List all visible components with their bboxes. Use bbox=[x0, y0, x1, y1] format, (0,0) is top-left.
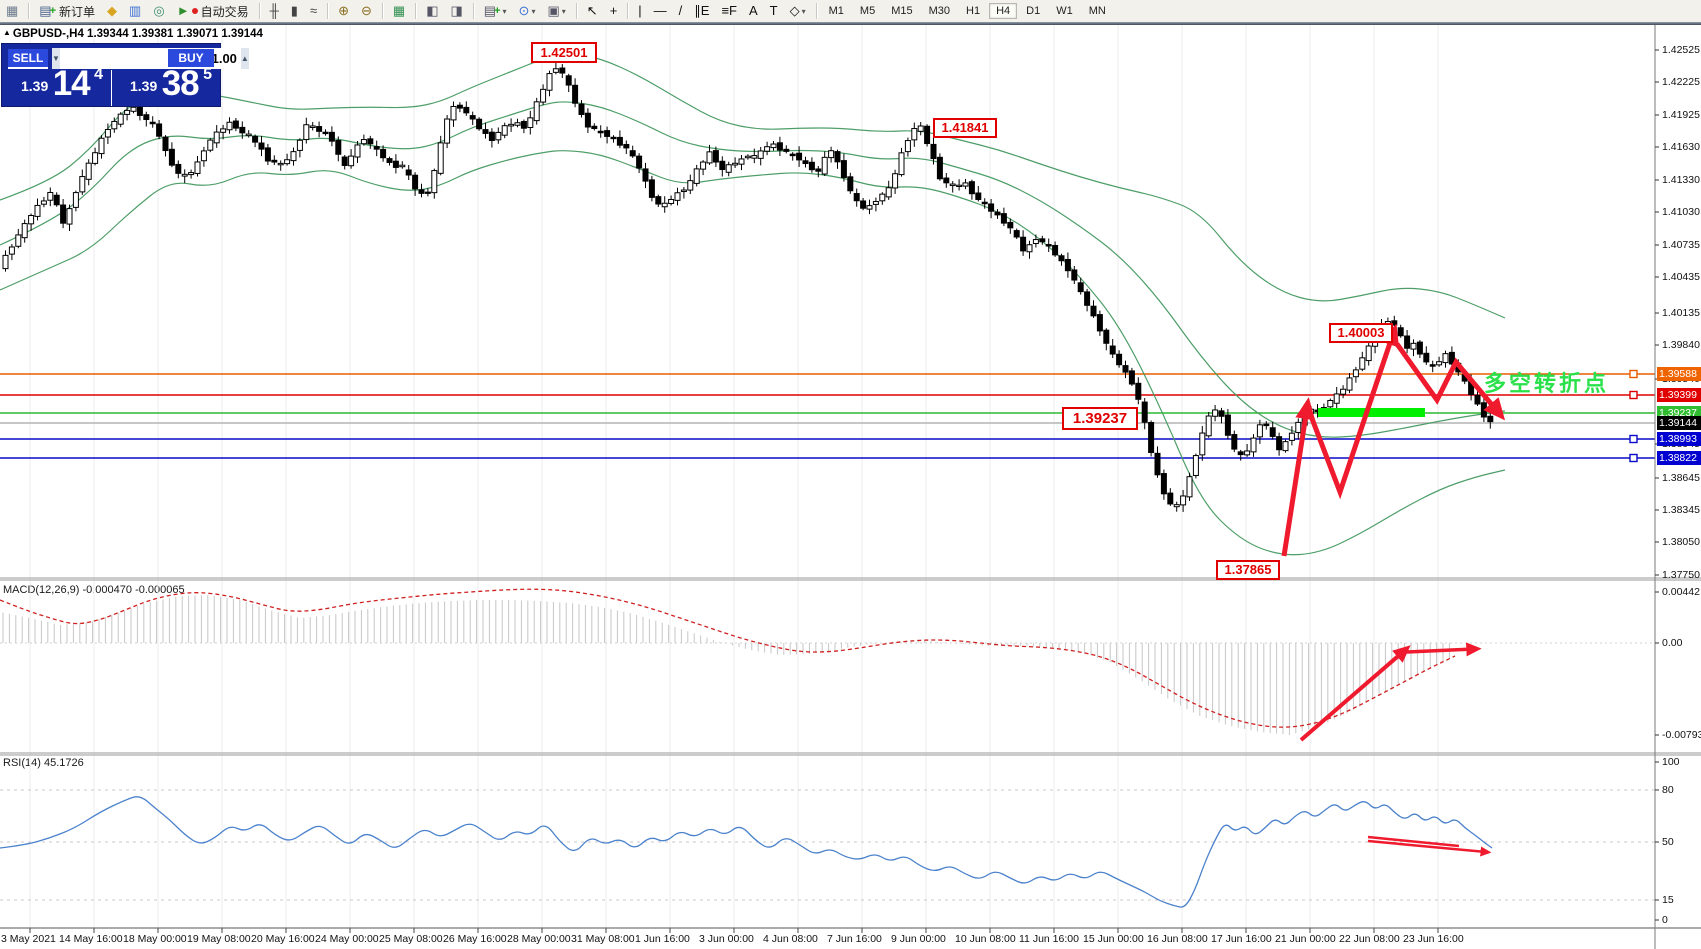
hline-handle[interactable] bbox=[1629, 390, 1638, 400]
buy-price-prefix: 1.39 bbox=[130, 78, 158, 94]
macd-histogram bbox=[2, 595, 1450, 735]
price-annotation-box[interactable]: 1.41841 bbox=[933, 118, 997, 138]
timeframe-m15-button[interactable]: M15 bbox=[891, 5, 913, 17]
buy-price-sup: 5 bbox=[203, 66, 212, 83]
template-icon[interactable]: ▣ ▾ bbox=[547, 3, 566, 18]
chart-window-icon[interactable]: ▦ bbox=[6, 3, 19, 18]
label-icon[interactable]: T bbox=[769, 3, 778, 18]
vertical-line-icon[interactable]: | bbox=[638, 3, 642, 18]
sell-price-prefix: 1.39 bbox=[21, 78, 49, 94]
toolbar-separator bbox=[381, 3, 383, 19]
bull-bear-turning-point-note[interactable]: 多空转折点 bbox=[1484, 371, 1610, 396]
rsi-line bbox=[0, 796, 1493, 908]
timeframe-m5-button[interactable]: M5 bbox=[859, 5, 876, 17]
toolbar-separator bbox=[258, 3, 260, 19]
zoom-in-icon[interactable]: ⊕ bbox=[338, 3, 349, 18]
volume-increase-button[interactable]: ▲ bbox=[240, 48, 249, 69]
toolbar-separator bbox=[415, 3, 417, 19]
bollinger-middle-band bbox=[0, 101, 1506, 438]
rsi-trend-arrow[interactable] bbox=[1367, 839, 1492, 857]
timeframe-d1-button[interactable]: D1 bbox=[1026, 5, 1041, 17]
symbol-ohlc-text: GBPUSD-,H4 1.39344 1.39381 1.39071 1.391… bbox=[12, 28, 263, 40]
timeframe-m30-button[interactable]: M30 bbox=[928, 5, 951, 17]
sell-price-sup: 4 bbox=[94, 66, 103, 83]
one-click-trading-panel: SELL ▼ ▲ BUY 1.39 14 4 1.39 38 5 bbox=[2, 44, 249, 106]
price-zigzag-arrow[interactable] bbox=[1308, 323, 1399, 500]
hline-handle[interactable] bbox=[1629, 434, 1638, 444]
rsi-indicator-label: RSI(14) 45.1726 bbox=[3, 757, 84, 769]
price-annotation-box[interactable]: 1.39237 bbox=[1062, 407, 1138, 430]
rsi-trend-arrow[interactable] bbox=[1367, 835, 1460, 848]
chart-plot-area[interactable] bbox=[0, 25, 1655, 928]
tile-windows-icon[interactable]: ▦ bbox=[392, 3, 406, 18]
candlesticks bbox=[2, 62, 1494, 512]
timeframe-m1-button[interactable]: M1 bbox=[828, 5, 844, 17]
buy-price-display[interactable]: 1.39 38 5 bbox=[112, 64, 220, 106]
macd-trend-arrow[interactable] bbox=[1299, 645, 1411, 742]
crosshair-icon[interactable]: + bbox=[609, 3, 618, 18]
shapes-icon[interactable]: ◇ ▾ bbox=[789, 3, 806, 18]
market-watch-icon[interactable]: ▥ bbox=[129, 3, 142, 18]
toolbar-separator bbox=[627, 3, 629, 19]
price-annotation-box[interactable]: 1.40003 bbox=[1329, 323, 1393, 343]
channel-icon[interactable]: ∥E bbox=[694, 3, 710, 18]
gold-icon[interactable]: ◆ bbox=[107, 3, 118, 18]
timeframe-mn-button[interactable]: MN bbox=[1088, 5, 1106, 17]
toolbar-separator bbox=[28, 3, 30, 19]
volume-decrease-button[interactable]: ▼ bbox=[52, 48, 60, 69]
macd-trend-arrow[interactable] bbox=[1406, 642, 1482, 657]
chart-shift-icon[interactable]: ▲ bbox=[3, 28, 11, 37]
trendline-icon[interactable]: / bbox=[678, 3, 683, 18]
price-zigzag-arrow[interactable] bbox=[1281, 397, 1316, 557]
sell-button[interactable]: SELL bbox=[8, 49, 48, 69]
toolbar-shadow bbox=[0, 22, 1701, 25]
bar-chart-icon[interactable]: ╫ bbox=[269, 3, 279, 18]
toolbar-separator bbox=[815, 3, 817, 19]
bollinger-lower-band bbox=[0, 150, 1506, 556]
arrange-cascade-icon[interactable]: ◧ bbox=[426, 3, 439, 18]
timeframe-h1-button[interactable]: H1 bbox=[966, 5, 981, 17]
hline-handle[interactable] bbox=[1629, 369, 1638, 379]
zoom-out-icon[interactable]: ⊖ bbox=[361, 3, 372, 18]
main-toolbar: ▦ ▤ + 新订单 ◆ ▥ ◎ ► 自动交易 ╫ ▮ ≈ ⊕ ⊖ ▦ ◧ ◨ ▤ + ▾ ⊙ ▾ ▣ ▾ ↖ + | — / ∥E ≡F A T… bbox=[0, 0, 1701, 22]
price-annotation-box[interactable]: 1.37865 bbox=[1216, 560, 1280, 580]
line-chart-icon[interactable]: ≈ bbox=[309, 3, 318, 18]
toolbar-separator bbox=[575, 3, 577, 19]
horizontal-line-icon[interactable]: — bbox=[653, 3, 667, 18]
support-zone-highlight bbox=[1318, 408, 1425, 417]
buy-button[interactable]: BUY bbox=[168, 49, 214, 69]
toolbar-separator bbox=[472, 3, 474, 19]
text-icon[interactable]: A bbox=[749, 3, 758, 18]
fibonacci-icon[interactable]: ≡F bbox=[721, 3, 737, 18]
new-order-icon[interactable]: ▤ + 新订单 bbox=[39, 3, 96, 19]
arrange-tile-icon[interactable]: ◨ bbox=[450, 3, 463, 18]
toolbar-separator bbox=[327, 3, 329, 19]
autotrading-icon[interactable]: ► 自动交易 bbox=[176, 3, 249, 19]
price-annotation-box[interactable]: 1.42501 bbox=[531, 42, 597, 63]
macd-signal-line bbox=[0, 588, 1456, 728]
price-zigzag-arrow[interactable] bbox=[1394, 342, 1506, 421]
timeframe-w1-button[interactable]: W1 bbox=[1056, 5, 1073, 17]
signal-icon[interactable]: ◎ bbox=[153, 3, 165, 18]
hline-handle[interactable] bbox=[1629, 453, 1638, 463]
sell-price-big: 14 bbox=[52, 64, 91, 103]
candlestick-chart-icon[interactable]: ▮ bbox=[290, 3, 298, 18]
buy-price-big: 38 bbox=[161, 64, 200, 103]
add-indicator-icon[interactable]: ▤ + ▾ bbox=[483, 3, 507, 18]
cursor-icon[interactable]: ↖ bbox=[586, 3, 598, 18]
sell-price-display[interactable]: 1.39 14 4 bbox=[2, 64, 112, 106]
bollinger-upper-band bbox=[0, 52, 1506, 319]
timeframe-h4-button[interactable]: H4 bbox=[989, 3, 1018, 19]
symbol-ohlc-bar: ▲ GBPUSD-,H4 1.39344 1.39381 1.39071 1.39… bbox=[3, 28, 263, 40]
period-icon[interactable]: ⊙ ▾ bbox=[518, 3, 536, 18]
